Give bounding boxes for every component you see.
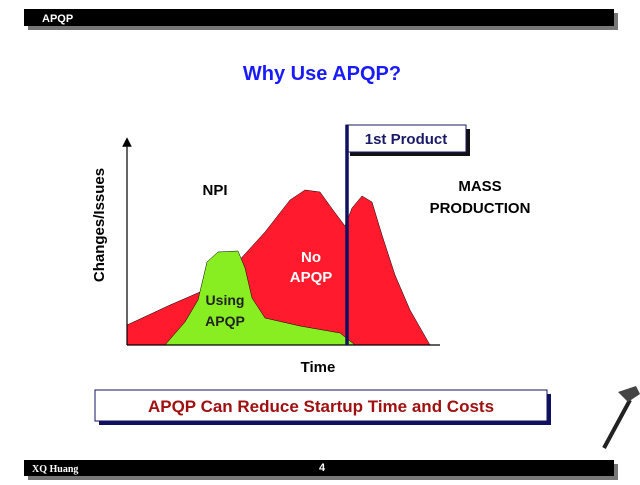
header-title: APQP xyxy=(42,13,73,25)
conclusion-text: APQP Can Reduce Startup Time and Costs xyxy=(148,397,494,416)
hammer-icon xyxy=(602,386,640,449)
no-apqp-label: APQP xyxy=(290,269,333,286)
no-apqp-label: No xyxy=(301,249,321,266)
conclusion-box xyxy=(94,389,548,422)
footer-bar xyxy=(24,460,614,476)
using-apqp-label: APQP xyxy=(205,313,245,329)
marker-label: 1st Product xyxy=(365,131,448,148)
y-axis-label: Changes/Issues xyxy=(91,168,108,282)
page-number: 4 xyxy=(319,462,326,474)
footer-author: XQ Huang xyxy=(32,464,78,475)
x-axis-label: Time xyxy=(301,359,336,376)
slide-title: Why Use APQP? xyxy=(243,63,401,85)
using-apqp-label: Using xyxy=(206,292,245,308)
header-bar xyxy=(24,9,614,26)
mass-production-label: PRODUCTION xyxy=(430,200,531,217)
npi-label: NPI xyxy=(202,182,227,199)
mass-production-label: MASS xyxy=(458,178,501,195)
using-apqp-area xyxy=(164,250,356,346)
